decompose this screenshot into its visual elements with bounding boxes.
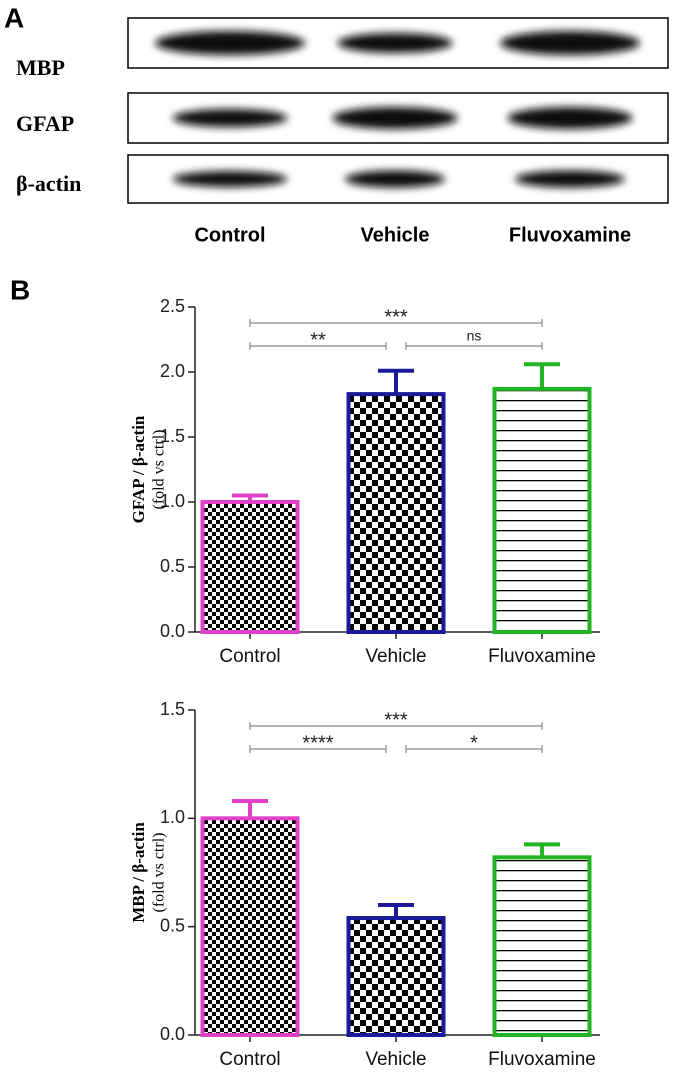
significance-label: ns xyxy=(467,328,482,344)
x-tick-label: Control xyxy=(219,646,280,667)
significance-label: *** xyxy=(384,306,408,328)
x-tick-label: Vehicle xyxy=(365,646,426,667)
y-tick-label: 0.5 xyxy=(160,556,185,576)
y-tick-label: 0.5 xyxy=(160,915,185,935)
blot-row-label: GFAP xyxy=(16,111,74,136)
blot-band xyxy=(172,171,288,187)
y-axis-label: MBP / β-actin xyxy=(129,822,148,923)
y-tick-label: 0.0 xyxy=(160,621,185,641)
blot-band xyxy=(172,109,288,127)
blot-row-label: MBP xyxy=(16,55,65,80)
y-tick-label: 0.0 xyxy=(160,1024,185,1044)
y-axis-sublabel: (fold vs ctrl) xyxy=(151,833,168,913)
blot-band xyxy=(337,33,453,53)
blot-band xyxy=(345,170,445,188)
bar xyxy=(346,916,446,1037)
y-tick-label: 1.5 xyxy=(160,426,185,446)
blot-band xyxy=(155,31,305,55)
blot-band xyxy=(500,31,640,55)
x-tick-label: Fluvoxamine xyxy=(488,1049,596,1070)
blot-lane-label: Fluvoxamine xyxy=(509,224,631,246)
blot-lane-label: Vehicle xyxy=(361,224,430,246)
panel-label: B xyxy=(10,274,30,305)
bar xyxy=(492,855,592,1037)
significance-label: * xyxy=(470,732,478,754)
y-tick-label: 1.0 xyxy=(160,807,185,827)
bar xyxy=(492,386,592,634)
significance-label: **** xyxy=(302,732,333,754)
blot-row-label: β-actin xyxy=(16,171,81,196)
significance-label: *** xyxy=(384,709,408,731)
blot-lane-label: Control xyxy=(194,224,265,246)
y-tick-label: 2.0 xyxy=(160,361,185,381)
bar xyxy=(346,392,446,634)
x-tick-label: Fluvoxamine xyxy=(488,646,596,667)
y-tick-label: 2.5 xyxy=(160,296,185,316)
y-tick-label: 1.5 xyxy=(160,699,185,719)
y-tick-label: 1.0 xyxy=(160,491,185,511)
bar xyxy=(200,500,300,634)
y-axis-sublabel: (fold vs ctrl) xyxy=(151,430,168,510)
significance-label: ** xyxy=(310,329,326,351)
blot-band xyxy=(507,107,633,129)
blot-band xyxy=(332,107,458,129)
x-tick-label: Vehicle xyxy=(365,1049,426,1070)
panel-label: A xyxy=(4,2,24,33)
bar xyxy=(200,816,300,1037)
x-tick-label: Control xyxy=(219,1049,280,1070)
blot-band xyxy=(515,170,625,188)
y-axis-label: GFAP / β-actin xyxy=(129,415,148,523)
